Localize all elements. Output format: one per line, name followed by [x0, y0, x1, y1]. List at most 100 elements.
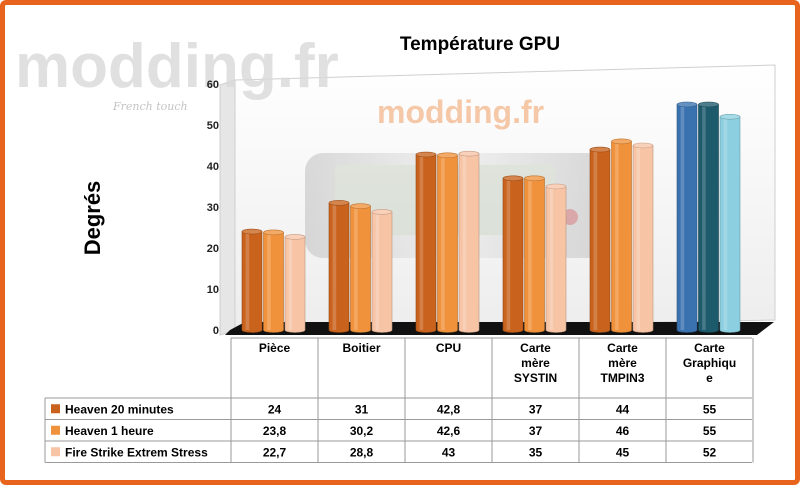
bar-highlight — [615, 141, 619, 330]
bar — [502, 175, 524, 333]
bar — [719, 114, 741, 333]
category-label: mère — [521, 356, 550, 370]
data-label: 30,2 — [350, 424, 374, 438]
bar — [524, 175, 545, 333]
bar-body — [328, 202, 350, 333]
bar-body — [284, 236, 306, 333]
bar-cap — [589, 146, 611, 153]
bar-highlight — [441, 155, 445, 330]
bar-cap — [698, 101, 719, 108]
bar — [698, 101, 719, 333]
bar-highlight — [680, 104, 685, 330]
category-label: Carte — [694, 341, 725, 355]
bar-cap — [458, 150, 480, 157]
watermark-logo: modding.fr French touch modding.fr — [15, 32, 544, 130]
bar-body — [458, 153, 480, 333]
bar-highlight — [593, 149, 598, 330]
bar-body — [589, 149, 611, 333]
bar-cap — [632, 142, 654, 149]
bar-cap — [284, 234, 306, 240]
bar-cap — [263, 229, 284, 236]
bar-highlight — [245, 231, 250, 330]
data-label: 46 — [616, 424, 630, 438]
category-label: e — [706, 371, 713, 385]
bar — [611, 138, 632, 333]
bar — [263, 229, 284, 333]
bar-body — [719, 116, 741, 333]
legend-swatch — [51, 425, 60, 435]
bar-body — [371, 211, 393, 333]
y-tick-label: 10 — [207, 284, 219, 296]
bar-cap — [611, 138, 632, 145]
bar-body — [698, 104, 719, 333]
bar-highlight — [528, 178, 532, 330]
y-tick-label: 0 — [213, 325, 219, 337]
bar-highlight — [267, 232, 271, 330]
bar — [676, 101, 698, 333]
bar — [415, 151, 437, 333]
data-label: 55 — [703, 402, 717, 416]
bar-body — [524, 178, 545, 333]
legend-label: Heaven 1 heure — [65, 424, 154, 438]
bar-highlight — [636, 145, 641, 330]
category-label: Graphiqu — [683, 356, 736, 370]
data-label: 23,8 — [263, 424, 287, 438]
bar — [371, 209, 393, 333]
bar-cap — [241, 228, 263, 235]
data-label: 24 — [268, 402, 282, 416]
bar-body — [415, 154, 437, 333]
bar-highlight — [332, 202, 337, 330]
bar-cap — [524, 175, 545, 182]
category-label: SYSTIN — [514, 371, 557, 385]
y-tick-label: 50 — [207, 120, 219, 132]
data-label: 45 — [616, 445, 630, 459]
legend-label: Heaven 20 minutes — [65, 402, 174, 416]
category-label: Boitier — [342, 341, 380, 355]
bar-cap — [676, 101, 698, 108]
bar-cap — [545, 183, 567, 190]
data-label: 43 — [442, 445, 456, 459]
bar — [241, 228, 263, 333]
bar-highlight — [354, 206, 358, 330]
y-tick-label: 60 — [207, 79, 219, 91]
y-axis-label: Degrés — [80, 181, 105, 256]
bar-highlight — [702, 104, 706, 330]
bar-highlight — [288, 236, 293, 330]
bar — [589, 146, 611, 333]
bar-cap — [502, 175, 524, 182]
data-table: Pièce Boitier CPU CartemèreSYSTINCartemèreT… — [44, 337, 754, 463]
data-label: 55 — [703, 424, 717, 438]
bar-cap — [328, 200, 350, 206]
data-label: 37 — [529, 402, 543, 416]
data-label: 35 — [529, 445, 543, 459]
watermark-tagline: French touch — [112, 100, 188, 113]
data-label: 22,7 — [263, 445, 287, 459]
y-tick-label: 20 — [207, 243, 219, 255]
bar — [437, 152, 458, 333]
bar-series — [241, 101, 741, 333]
bar-cap — [350, 203, 371, 209]
legend-label: Fire Strike Extrem Stress — [65, 445, 208, 459]
category-label: Carte — [607, 341, 638, 355]
bar-highlight — [419, 154, 424, 330]
bar-body — [611, 141, 632, 333]
y-axis-ticks: 0 10 20 30 40 50 60 — [207, 79, 219, 337]
data-label: 42,8 — [437, 402, 461, 416]
category-label: mère — [608, 356, 637, 370]
bar-body — [632, 145, 654, 333]
data-label: 42,6 — [437, 424, 461, 438]
data-label: 31 — [355, 402, 369, 416]
bar-body — [437, 155, 458, 333]
category-label: Pièce — [259, 341, 291, 355]
bar-highlight — [375, 211, 380, 330]
bar-cap — [415, 151, 437, 158]
data-label: 52 — [703, 445, 717, 459]
chart-title: Température GPU — [400, 34, 560, 55]
data-label: 44 — [616, 402, 630, 416]
legend-swatch — [51, 447, 60, 457]
bar-body — [263, 232, 284, 333]
bar-highlight — [549, 186, 554, 330]
bar — [545, 183, 567, 333]
legend-swatch — [51, 404, 60, 414]
